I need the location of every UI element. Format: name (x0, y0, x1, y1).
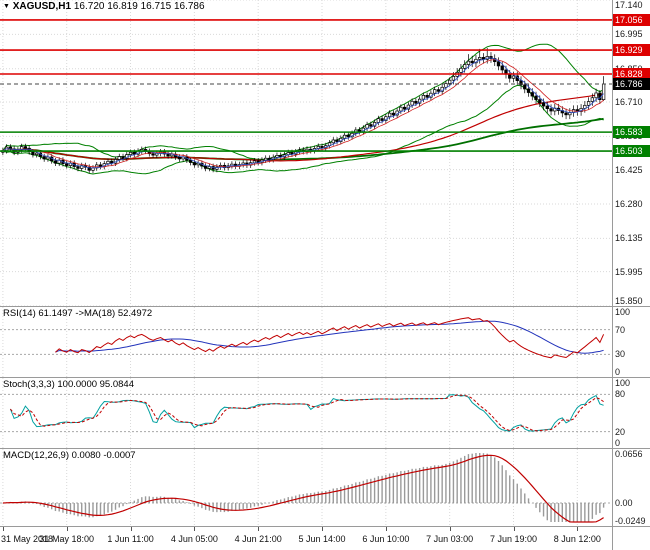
indicator-axis-tick: 0.0656 (615, 449, 643, 459)
x-axis-label: 31 May 18:00 (39, 534, 94, 544)
price-axis-tick: 15.995 (615, 266, 643, 277)
x-axis-label: 6 Jun 10:00 (362, 534, 410, 544)
time-axis-tick (258, 527, 259, 531)
x-axis-label: 1 Jun 11:00 (107, 534, 154, 544)
price-axis-tick: 16.995 (615, 29, 643, 40)
time-axis-tick (386, 527, 387, 531)
rsi-line (55, 317, 605, 359)
stoch-k-line (9, 394, 604, 432)
rsi-label: RSI(14) 61.1497 ->MA(18) 52.4972 (3, 308, 153, 319)
chart-title: ▼ XAGUSD,H1 16.720 16.819 16.715 16.786 (3, 1, 205, 12)
macd-panel[interactable]: MACD(12,26,9) 0.0080 -0.0007 (0, 449, 612, 526)
time-axis-tick (322, 527, 323, 531)
time-axis-tick (577, 527, 578, 531)
rsi-ma-line (55, 320, 604, 354)
bid-price-badge: 16.786 (613, 77, 650, 90)
rsi-axis[interactable]: 100 70 30 0 (612, 307, 650, 377)
x-axis-label: 4 Jun 05:00 (170, 534, 218, 544)
indicator-axis-tick: 100 (615, 378, 631, 388)
price-line-badge: 16.503 (613, 145, 650, 158)
x-axis-label: 5 Jun 14:00 (298, 534, 346, 544)
horizontal-price-levels (0, 19, 612, 152)
indicator-axis-tick: 0 (615, 438, 621, 448)
price-line-badge: 16.828 (613, 68, 650, 80)
macd-histogram (5, 453, 605, 522)
stoch-label: Stoch(3,3,3) 100.0000 95.0844 (3, 379, 134, 390)
price-axis-tick: 15.850 (615, 296, 643, 306)
candlestick-chart-canvas[interactable] (0, 0, 612, 306)
macd-label: MACD(12,26,9) 0.0080 -0.0007 (3, 450, 136, 461)
price-line-badge: 16.583 (613, 126, 650, 139)
indicator-axis-tick: 100 (615, 307, 631, 317)
stochastic-panel[interactable]: Stoch(3,3,3) 100.0000 95.0844 (0, 378, 612, 448)
indicator-axis-tick: 0.00 (615, 498, 633, 508)
macd-canvas[interactable] (0, 449, 612, 526)
time-axis-tick (131, 527, 132, 531)
rsi-canvas[interactable] (0, 307, 612, 377)
x-axis-label: 4 Jun 21:00 (234, 534, 282, 544)
price-axis-tick: 16.425 (615, 164, 643, 175)
stochastic-axis[interactable]: 100 80 20 0 (612, 378, 650, 448)
chart-symbol-timeframe: XAGUSD,H1 (12, 1, 72, 12)
time-axis-tick (3, 527, 4, 531)
axis-corner (612, 527, 650, 550)
indicator-axis-tick: 80 (615, 389, 626, 400)
price-axis-tick: 17.140 (615, 0, 643, 10)
indicator-axis-tick: 70 (615, 324, 626, 335)
stoch-row: Stoch(3,3,3) 100.0000 95.0844 100 80 20 0 (0, 377, 650, 448)
time-axis-tick (514, 527, 515, 531)
time-axis-tick (450, 527, 451, 531)
time-axis-tick (67, 527, 68, 531)
macd-row: MACD(12,26,9) 0.0080 -0.0007 0.0656 0.00 -… (0, 448, 650, 526)
rsi-row: RSI(14) 61.1497 ->MA(18) 52.4972 100 70 30… (0, 306, 650, 377)
main-price-chart[interactable]: ▼ XAGUSD,H1 16.720 16.819 16.715 16.786 (0, 0, 612, 306)
price-axis-tick: 16.710 (615, 97, 643, 107)
x-axis-label: 31 May 2018 (1, 534, 54, 544)
x-axis-label: 7 Jun 03:00 (426, 534, 474, 544)
time-axis-tick (194, 527, 195, 531)
macd-signal-line (2, 454, 604, 523)
rsi-panel[interactable]: RSI(14) 61.1497 ->MA(18) 52.4972 (0, 307, 612, 377)
price-axis-tick: 16.135 (615, 233, 643, 244)
indicator-axis-tick: 0 (615, 367, 621, 377)
x-axis-label: 7 Jun 19:00 (489, 534, 538, 544)
price-line-badge: 17.056 (613, 13, 650, 26)
time-axis-row: 31 May 2018 31 May 18:00 1 Jun 11:00 4 Jun … (0, 526, 650, 550)
price-line-badge: 16.929 (613, 44, 650, 57)
indicator-axis-tick: 30 (615, 349, 626, 360)
symbol-marker-icon: ▼ (3, 3, 10, 10)
price-axis[interactable]: 17.14016.99516.85016.71016.56516.42516.2… (612, 0, 650, 306)
price-axis-tick: 16.280 (615, 199, 643, 209)
indicator-axis-tick: 20 (615, 426, 626, 437)
x-axis-label: 8 Jun 12:00 (553, 534, 601, 544)
main-chart-row: ▼ XAGUSD,H1 16.720 16.819 16.715 16.786 … (0, 0, 650, 306)
chart-ohlc-quote: 16.720 16.819 16.715 16.786 (73, 1, 205, 12)
stoch-d-line (10, 394, 604, 432)
macd-axis[interactable]: 0.0656 0.00 -0.0249 (612, 449, 650, 526)
stochastic-canvas[interactable] (0, 378, 612, 448)
time-axis[interactable]: 31 May 2018 31 May 18:00 1 Jun 11:00 4 Jun … (0, 527, 612, 550)
indicator-axis-tick: -0.0249 (615, 516, 646, 526)
